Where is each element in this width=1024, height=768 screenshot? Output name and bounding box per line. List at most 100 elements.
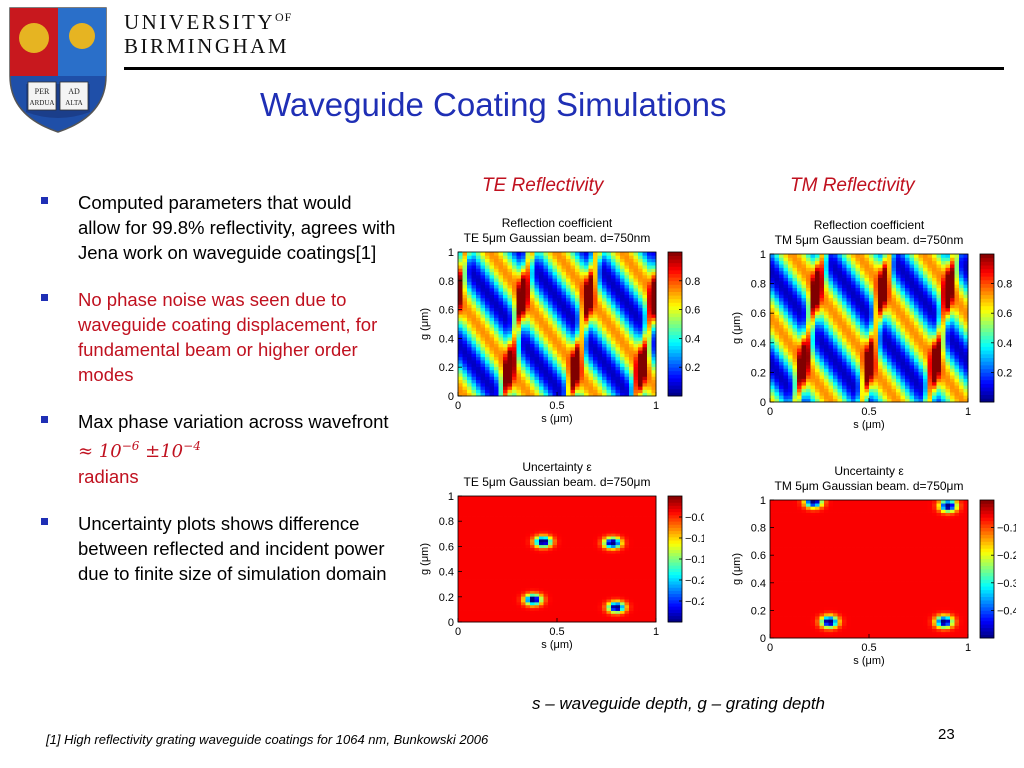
y-tick-label: 1 bbox=[448, 491, 454, 503]
crest-text-ad: AD bbox=[68, 87, 80, 96]
colorbar-tick-label: 0.8 bbox=[685, 276, 700, 288]
bullet-text: Uncertainty plots shows difference betwe… bbox=[78, 513, 387, 584]
colorbar-tick-label: 0.6 bbox=[685, 305, 700, 317]
heatmap-cells bbox=[458, 496, 657, 623]
colorbar-tick-label: 0.8 bbox=[997, 279, 1012, 291]
y-tick-label: 0.2 bbox=[439, 362, 454, 374]
x-tick-label: 0.5 bbox=[861, 642, 876, 654]
colorbar-tick-label: 0.6 bbox=[997, 308, 1012, 320]
colorbar-tick-label: −0.2 bbox=[685, 575, 704, 587]
bullet-item: Max phase variation across wavefront ≈ 1… bbox=[38, 409, 398, 489]
bullet-square-icon bbox=[41, 197, 48, 204]
x-tick-label: 0.5 bbox=[549, 626, 564, 638]
university-name-line1: UNIVERSITYOF bbox=[124, 10, 292, 35]
mermaid-shape bbox=[69, 23, 95, 49]
x-axis-label: s (μm) bbox=[541, 639, 572, 651]
y-tick-label: 0 bbox=[760, 397, 766, 409]
y-axis-label: g (μm) bbox=[419, 308, 431, 340]
bullet-square-icon bbox=[41, 294, 48, 301]
heatmap-cells bbox=[458, 252, 657, 397]
te-reflectivity-label: TE Reflectivity bbox=[482, 175, 604, 196]
x-axis-label: s (μm) bbox=[853, 419, 884, 431]
colorbar-tick-label: −0.25 bbox=[685, 596, 704, 608]
bullet-square-icon bbox=[41, 518, 48, 525]
y-tick-label: 0.8 bbox=[751, 523, 766, 535]
university-word: UNIVERSITY bbox=[124, 10, 275, 34]
bullet-text: No phase noise was seen due to waveguide… bbox=[78, 289, 378, 385]
bullet-square-icon bbox=[41, 416, 48, 423]
y-tick-label: 0 bbox=[448, 391, 454, 403]
y-tick-label: 0.4 bbox=[439, 333, 454, 345]
colorbar bbox=[980, 500, 994, 639]
colorbar-tick-label: −0.1 bbox=[685, 533, 704, 545]
reference-footnote: [1] High reflectivity grating waveguide … bbox=[46, 732, 489, 747]
page-number: 23 bbox=[938, 726, 955, 743]
plot-title: Uncertainty ε bbox=[834, 464, 904, 478]
y-tick-label: 0.4 bbox=[751, 578, 766, 590]
plot-subtitle: TE 5μm Gaussian beam. d=750μm bbox=[464, 475, 651, 489]
te-uncertainty-plot: Uncertainty εTE 5μm Gaussian beam. d=750… bbox=[419, 460, 704, 651]
crest-text-alta: ALTA bbox=[65, 99, 82, 107]
bullet-item-highlight: No phase noise was seen due to waveguide… bbox=[38, 287, 398, 387]
colorbar-tick-label: −0.05 bbox=[685, 512, 704, 524]
x-tick-label: 1 bbox=[965, 406, 971, 418]
y-tick-label: 0.8 bbox=[439, 276, 454, 288]
bullet-text: Max phase variation across wavefront bbox=[78, 411, 389, 432]
plot-title: Uncertainty ε bbox=[522, 460, 592, 474]
y-axis-label: g (μm) bbox=[419, 543, 431, 575]
y-axis-label: g (μm) bbox=[731, 553, 743, 585]
plot-subtitle: TM 5μm Gaussian beam. d=750μm bbox=[775, 479, 964, 493]
colorbar-tick-label: −0.15 bbox=[685, 554, 704, 566]
y-tick-label: 0.2 bbox=[751, 605, 766, 617]
plot-subtitle: TM 5μm Gaussian beam. d=750nm bbox=[775, 233, 964, 247]
lion-shape bbox=[19, 23, 49, 53]
axes-caption: s – waveguide depth, g – grating depth bbox=[532, 694, 825, 713]
y-tick-label: 0.4 bbox=[439, 567, 454, 579]
y-tick-label: 0.6 bbox=[439, 305, 454, 317]
bullet-item: Uncertainty plots shows difference betwe… bbox=[38, 511, 398, 586]
y-tick-label: 0.2 bbox=[751, 367, 766, 379]
colorbar-tick-label: −0.3 bbox=[997, 578, 1016, 590]
x-tick-label: 0 bbox=[767, 642, 773, 654]
university-name-line2: BIRMINGHAM bbox=[124, 34, 290, 58]
university-crest: PER AD ARDUA ALTA bbox=[9, 7, 107, 133]
y-tick-label: 0.4 bbox=[751, 338, 766, 350]
y-tick-label: 0.2 bbox=[439, 592, 454, 604]
plot-title: Reflection coefficient bbox=[814, 218, 925, 232]
colorbar bbox=[668, 496, 682, 623]
colorbar-tick-label: 0.4 bbox=[685, 333, 700, 345]
x-tick-label: 0 bbox=[455, 626, 461, 638]
colorbar-tick-label: 0.2 bbox=[997, 367, 1012, 379]
heatmap-cells bbox=[770, 254, 969, 403]
header-rule bbox=[124, 67, 1004, 70]
y-tick-label: 0.8 bbox=[439, 516, 454, 528]
tm-reflectivity-label: TM Reflectivity bbox=[790, 175, 915, 196]
y-tick-label: 1 bbox=[760, 495, 766, 507]
colorbar bbox=[668, 252, 682, 397]
colorbar-tick-label: −0.1 bbox=[997, 523, 1016, 535]
x-tick-label: 0 bbox=[767, 406, 773, 418]
colorbar bbox=[980, 254, 994, 403]
university-of: OF bbox=[275, 10, 293, 24]
plot-title: Reflection coefficient bbox=[502, 216, 613, 230]
colorbar-tick-label: 0.2 bbox=[685, 362, 700, 374]
colorbar-tick-label: 0.4 bbox=[997, 338, 1012, 350]
slide-title: Waveguide Coating Simulations bbox=[260, 86, 727, 123]
colorbar-tick-label: −0.4 bbox=[997, 605, 1016, 617]
x-tick-label: 0.5 bbox=[861, 406, 876, 418]
x-tick-label: 1 bbox=[653, 400, 659, 412]
y-tick-label: 0 bbox=[448, 617, 454, 629]
x-tick-label: 1 bbox=[965, 642, 971, 654]
x-tick-label: 1 bbox=[653, 626, 659, 638]
y-tick-label: 1 bbox=[760, 249, 766, 261]
bullet-text: Computed parameters that would allow for… bbox=[78, 192, 396, 263]
y-tick-label: 0 bbox=[760, 633, 766, 645]
y-tick-label: 0.6 bbox=[751, 308, 766, 320]
y-tick-label: 0.6 bbox=[751, 550, 766, 562]
y-axis-label: g (μm) bbox=[731, 312, 743, 344]
plot-subtitle: TE 5μm Gaussian beam. d=750nm bbox=[464, 231, 651, 245]
tm-uncertainty-plot: Uncertainty εTM 5μm Gaussian beam. d=750… bbox=[731, 464, 1016, 667]
x-axis-label: s (μm) bbox=[853, 655, 884, 667]
y-tick-label: 0.6 bbox=[439, 541, 454, 553]
